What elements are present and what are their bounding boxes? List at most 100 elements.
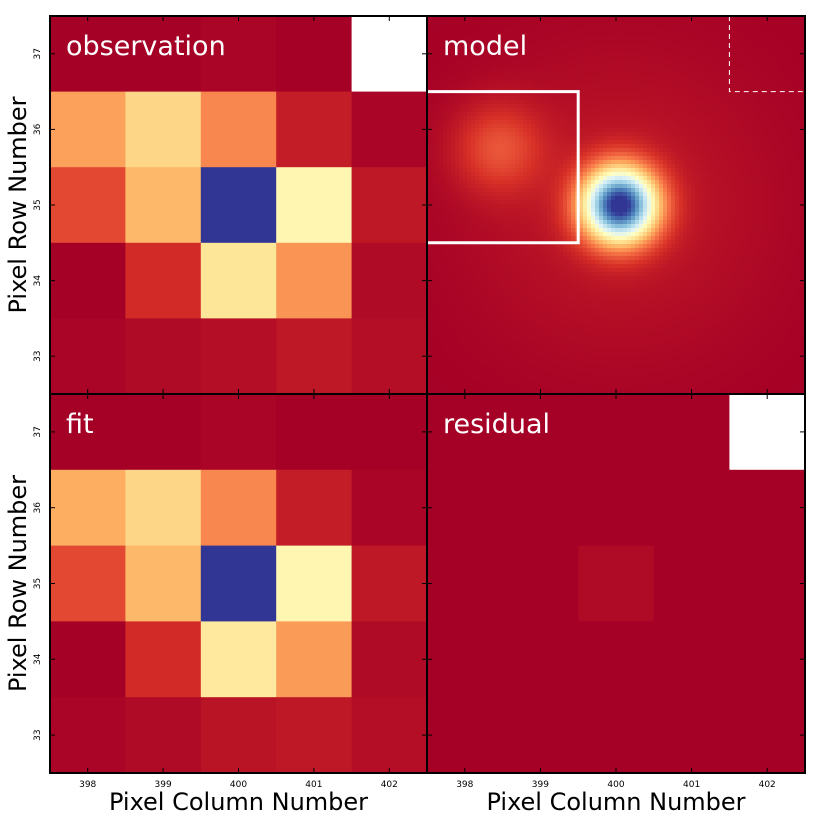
model-pixel bbox=[623, 188, 628, 193]
model-pixel bbox=[719, 148, 724, 153]
model-pixel bbox=[627, 68, 632, 73]
model-pixel bbox=[659, 36, 664, 41]
model-pixel bbox=[663, 52, 668, 57]
model-pixel bbox=[663, 160, 668, 165]
model-pixel bbox=[519, 48, 524, 53]
model-pixel bbox=[463, 112, 468, 117]
model-pixel bbox=[499, 48, 504, 53]
model-pixel bbox=[731, 124, 736, 129]
model-pixel bbox=[607, 60, 612, 65]
model-pixel bbox=[471, 160, 476, 165]
model-pixel bbox=[783, 72, 788, 77]
model-pixel bbox=[539, 28, 544, 33]
model-pixel bbox=[719, 128, 724, 133]
model-pixel bbox=[619, 80, 624, 85]
model-pixel bbox=[491, 136, 496, 141]
model-pixel bbox=[627, 204, 632, 209]
model-pixel bbox=[563, 92, 568, 97]
model-pixel bbox=[743, 172, 748, 177]
model-pixel bbox=[651, 184, 656, 189]
model-pixel bbox=[531, 104, 536, 109]
model-pixel bbox=[579, 44, 584, 49]
model-pixel bbox=[727, 136, 732, 141]
model-pixel bbox=[531, 144, 536, 149]
model-pixel bbox=[499, 24, 504, 29]
model-pixel bbox=[711, 68, 716, 73]
model-pixel bbox=[715, 108, 720, 113]
model-pixel bbox=[635, 32, 640, 37]
model-pixel bbox=[491, 188, 496, 193]
model-pixel bbox=[599, 220, 604, 225]
model-pixel bbox=[507, 176, 512, 181]
model-pixel bbox=[555, 108, 560, 113]
model-pixel bbox=[691, 84, 696, 89]
model-pixel bbox=[595, 212, 600, 217]
model-pixel bbox=[647, 68, 652, 73]
model-pixel bbox=[583, 24, 588, 29]
model-pixel bbox=[667, 204, 672, 209]
model-pixel bbox=[691, 92, 696, 97]
model-pixel bbox=[619, 140, 624, 145]
model-pixel bbox=[707, 164, 712, 169]
model-pixel bbox=[503, 116, 508, 121]
model-pixel bbox=[735, 168, 740, 173]
model-pixel bbox=[543, 100, 548, 105]
model-pixel bbox=[439, 16, 444, 21]
model-pixel bbox=[727, 96, 732, 101]
model-pixel bbox=[787, 164, 792, 169]
model-pixel bbox=[799, 132, 804, 137]
model-pixel bbox=[567, 16, 572, 21]
model-pixel bbox=[447, 200, 452, 205]
model-pixel bbox=[675, 204, 680, 209]
model-pixel bbox=[691, 180, 696, 185]
model-pixel bbox=[459, 72, 464, 77]
model-pixel bbox=[595, 52, 600, 57]
model-pixel bbox=[759, 24, 764, 29]
model-pixel bbox=[699, 204, 704, 209]
model-pixel bbox=[795, 140, 800, 145]
model-pixel bbox=[771, 116, 776, 121]
model-pixel bbox=[519, 16, 524, 21]
model-pixel bbox=[731, 24, 736, 29]
model-pixel bbox=[495, 28, 500, 33]
model-pixel bbox=[695, 16, 700, 21]
model-pixel bbox=[459, 68, 464, 73]
model-pixel bbox=[699, 212, 704, 217]
model-pixel bbox=[591, 196, 596, 201]
model-pixel bbox=[647, 212, 652, 217]
model-pixel bbox=[587, 64, 592, 69]
model-pixel bbox=[751, 120, 756, 125]
model-pixel bbox=[775, 76, 780, 81]
model-pixel bbox=[639, 60, 644, 65]
model-pixel bbox=[463, 172, 468, 177]
model-pixel bbox=[467, 64, 472, 69]
model-pixel bbox=[615, 76, 620, 81]
model-pixel bbox=[495, 20, 500, 25]
model-pixel bbox=[483, 184, 488, 189]
model-pixel bbox=[643, 40, 648, 45]
model-pixel bbox=[795, 148, 800, 153]
model-pixel bbox=[583, 184, 588, 189]
model-pixel bbox=[567, 112, 572, 117]
model-pixel bbox=[587, 168, 592, 173]
model-pixel bbox=[627, 88, 632, 93]
model-pixel bbox=[707, 76, 712, 81]
model-pixel bbox=[791, 80, 796, 85]
model-pixel bbox=[543, 164, 548, 169]
model-pixel bbox=[491, 184, 496, 189]
model-pixel bbox=[699, 28, 704, 33]
model-pixel bbox=[487, 208, 492, 213]
model-pixel bbox=[503, 60, 508, 65]
model-pixel bbox=[795, 52, 800, 57]
model-pixel bbox=[691, 128, 696, 133]
model-pixel bbox=[747, 136, 752, 141]
model-pixel bbox=[571, 136, 576, 141]
model-pixel bbox=[763, 192, 768, 197]
model-pixel bbox=[519, 120, 524, 125]
model-pixel bbox=[487, 200, 492, 205]
model-pixel bbox=[735, 104, 740, 109]
model-pixel bbox=[587, 140, 592, 145]
model-pixel bbox=[723, 204, 728, 209]
model-pixel bbox=[471, 116, 476, 121]
model-pixel bbox=[475, 180, 480, 185]
